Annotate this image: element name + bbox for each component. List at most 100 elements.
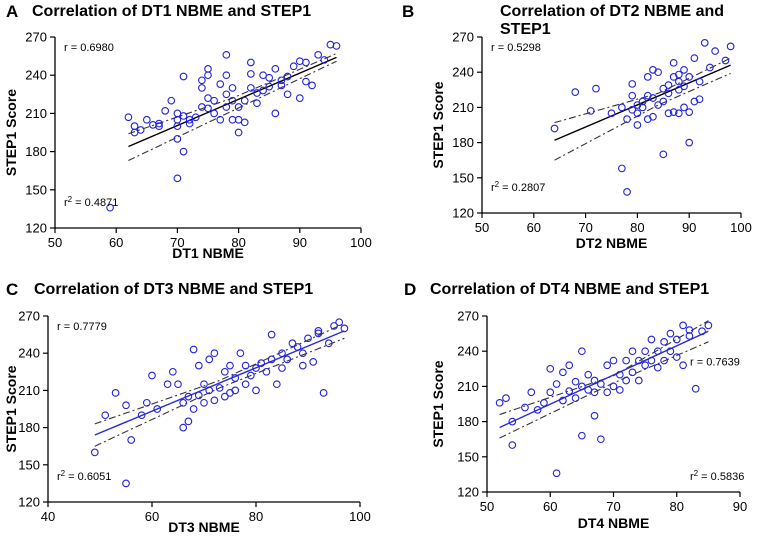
data-point — [283, 355, 292, 364]
x-tick-label: 90 — [682, 220, 696, 235]
data-point — [222, 50, 231, 59]
ci-upper-band — [94, 322, 345, 425]
data-point — [672, 353, 681, 361]
data-point — [283, 90, 292, 99]
x-tick-label: 70 — [170, 235, 184, 250]
data-point — [623, 188, 631, 196]
y-tick-label: 180 — [18, 420, 40, 435]
x-tick-label: 80 — [249, 509, 263, 524]
data-point — [205, 355, 214, 364]
data-point — [320, 56, 329, 64]
data-point — [596, 380, 605, 388]
data-point — [210, 349, 219, 358]
data-point — [228, 96, 237, 105]
data-point — [298, 361, 307, 370]
chart-panel-a: A Correlation of DT1 NBME and STEP1 50 60 70… — [3, 2, 372, 261]
x-tick-label: 70 — [578, 220, 592, 235]
y-tick-label: 240 — [25, 68, 47, 83]
regression-line — [128, 56, 337, 148]
data-point — [669, 58, 678, 67]
data-point — [622, 356, 631, 365]
data-point — [304, 334, 312, 343]
data-point — [155, 122, 163, 130]
data-point — [106, 203, 114, 212]
r-value-label: r = 0.7779 — [57, 321, 107, 333]
data-point — [508, 441, 517, 449]
y-tick-label: 150 — [452, 170, 474, 185]
data-point — [246, 70, 255, 78]
data-point — [163, 380, 172, 389]
y-tick-label: 150 — [457, 449, 479, 464]
y-tick-label: 150 — [25, 182, 47, 197]
panel-label: D — [404, 280, 416, 299]
data-point — [241, 380, 250, 389]
data-point — [550, 124, 559, 133]
data-point — [216, 80, 225, 88]
data-point — [623, 115, 631, 123]
r-value-label: r = 0.5298 — [491, 42, 541, 54]
y-axis-label: STEP1 Score — [3, 89, 19, 176]
regression-line — [554, 64, 731, 141]
data-point — [660, 337, 668, 346]
data-point — [267, 355, 276, 364]
data-point — [185, 119, 194, 128]
y-tick-label: 210 — [25, 106, 47, 121]
data-point — [634, 376, 643, 385]
ci-upper-band — [554, 57, 731, 124]
data-point — [691, 384, 700, 393]
data-point — [695, 95, 704, 104]
data-point — [335, 318, 344, 327]
data-point — [674, 109, 683, 118]
data-point — [654, 68, 662, 77]
data-point — [633, 121, 642, 129]
data-point — [596, 435, 605, 444]
data-point — [142, 398, 151, 407]
y-axis-label: STEP1 Score — [3, 365, 19, 452]
data-point — [592, 84, 600, 93]
data-point — [628, 91, 637, 100]
data-point — [578, 382, 586, 391]
data-point — [615, 370, 624, 379]
data-point — [638, 97, 647, 106]
data-point — [330, 322, 338, 330]
data-point — [101, 411, 110, 420]
y-tick-label: 270 — [457, 309, 479, 324]
data-point — [265, 82, 274, 91]
data-point — [565, 361, 574, 370]
data-point — [198, 84, 206, 92]
data-point — [314, 329, 323, 338]
data-point — [173, 135, 182, 143]
y-tick-label: 270 — [452, 30, 474, 45]
r-squared-label: r2 = 0.6051 — [57, 469, 111, 483]
chart-title: Correlation of DT2 NBME and — [500, 3, 724, 20]
data-point — [521, 403, 529, 412]
data-point — [179, 147, 188, 156]
x-tick-label: 70 — [606, 499, 620, 514]
y-tick-label: 240 — [457, 344, 479, 359]
data-point — [210, 109, 218, 118]
data-point — [220, 367, 229, 376]
data-point — [314, 50, 323, 59]
data-point — [685, 138, 694, 147]
x-tick-label: 50 — [48, 235, 62, 250]
data-point — [314, 327, 323, 335]
data-point — [700, 39, 709, 47]
data-point — [194, 391, 203, 400]
data-point — [680, 66, 688, 74]
x-axis-label: DT2 NBME — [576, 235, 648, 251]
data-point — [679, 321, 687, 330]
data-point — [638, 103, 647, 112]
y-tick-label: 240 — [452, 65, 474, 80]
data-point — [559, 368, 567, 377]
data-point — [659, 97, 668, 106]
y-tick-label: 120 — [452, 206, 474, 221]
data-point — [603, 361, 612, 370]
data-point — [168, 367, 177, 376]
data-point — [136, 126, 145, 134]
data-point — [271, 109, 280, 118]
y-tick-label: 180 — [452, 135, 474, 150]
data-point — [607, 109, 616, 118]
data-point — [674, 85, 683, 94]
data-point — [704, 321, 713, 330]
y-tick-label: 120 — [18, 495, 40, 510]
